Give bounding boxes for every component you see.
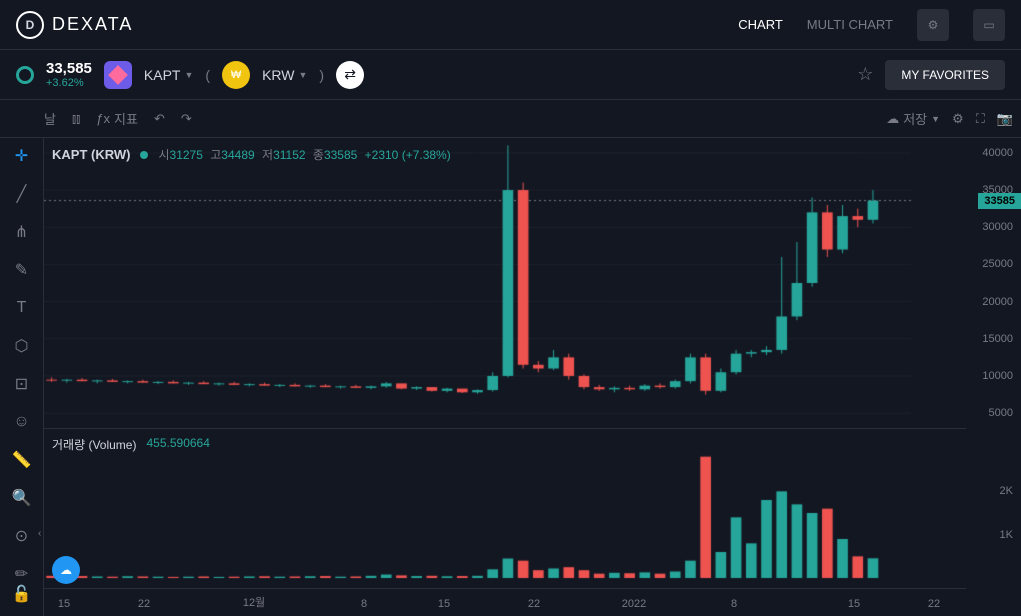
zoom-tool-icon[interactable]: 🔍 — [10, 488, 34, 508]
price-block: 33,585 +3.62% — [46, 60, 92, 89]
indicator-button[interactable]: ƒx지표 — [96, 109, 138, 128]
price-change: +3.62% — [46, 77, 92, 89]
pattern-tool-icon[interactable]: ⬡ — [10, 336, 34, 356]
redo-icon[interactable]: ↷ — [181, 111, 192, 127]
swap-button[interactable]: ⇄ — [336, 61, 364, 89]
logo[interactable]: D DEXATA — [16, 11, 133, 39]
chevron-down-icon: ▼ — [298, 70, 307, 80]
settings-icon[interactable]: ⚙ — [917, 9, 949, 41]
logo-text: DEXATA — [52, 14, 133, 35]
ohlc-display: 시31275 고34489 저31152 종33585 +2310 (+7.38… — [158, 146, 454, 163]
layout-icon[interactable]: ▭ — [973, 9, 1005, 41]
brush-tool-icon[interactable]: ✎ — [10, 260, 34, 280]
volume-value: 455.590664 — [146, 436, 209, 453]
status-dot-icon — [140, 151, 148, 159]
text-tool-icon[interactable]: T — [10, 298, 34, 318]
kapt-token-icon — [104, 61, 132, 89]
ruler-tool-icon[interactable]: 📏 — [10, 450, 34, 470]
price-badge-icon — [16, 66, 34, 84]
x-axis[interactable]: 152212월81522202281522 — [44, 588, 966, 616]
chart-settings-icon[interactable]: ⚙ — [952, 111, 964, 127]
krw-token-icon: ₩ — [222, 61, 250, 89]
price-value: 33,585 — [46, 60, 92, 77]
chevron-down-icon: ▼ — [184, 70, 193, 80]
chart-area[interactable]: KAPT (KRW) 시31275 고34489 저31152 종33585 +… — [44, 138, 1021, 616]
price-y-axis[interactable]: 5000100001500020000250003000035000400003… — [966, 138, 1021, 428]
crosshair-tool-icon[interactable]: ✛ — [10, 146, 34, 166]
price-chart-canvas[interactable] — [44, 138, 966, 428]
save-button[interactable]: ☁ 저장 ▼ — [886, 109, 940, 128]
fib-tool-icon[interactable]: ⋔ — [10, 222, 34, 242]
volume-y-axis[interactable]: 1K2K — [966, 428, 1021, 578]
candle-style-icon[interactable]: ⫾⫾ — [72, 111, 80, 127]
cloud-badge-icon[interactable]: ☁ — [52, 556, 80, 584]
fullscreen-icon[interactable]: ⛶ — [976, 111, 985, 127]
timeframe-day[interactable]: 날 — [44, 109, 56, 128]
collapse-handle-icon[interactable]: ‹ — [38, 528, 41, 539]
trendline-tool-icon[interactable]: ╱ — [10, 184, 34, 204]
camera-icon[interactable]: 📷 — [997, 111, 1013, 127]
base-token-select[interactable]: KAPT▼ — [144, 67, 194, 83]
undo-icon[interactable]: ↶ — [154, 111, 165, 127]
nav-multi-chart[interactable]: MULTI CHART — [807, 17, 893, 32]
favorites-button[interactable]: MY FAVORITES — [885, 60, 1005, 90]
star-icon[interactable]: ☆ — [857, 64, 873, 85]
volume-title: 거래량 (Volume) — [52, 436, 136, 453]
chart-title: KAPT (KRW) — [52, 147, 130, 162]
quote-token-select[interactable]: KRW▼ — [262, 67, 307, 83]
lock-tool-icon[interactable]: 🔓 — [10, 584, 34, 604]
prediction-tool-icon[interactable]: ⊡ — [10, 374, 34, 394]
magnet-tool-icon[interactable]: ⊙ — [10, 526, 34, 546]
emoji-tool-icon[interactable]: ☺ — [10, 412, 34, 432]
drawing-toolbar: ✛ ╱ ⋔ ✎ T ⬡ ⊡ ☺ 📏 🔍 ⊙ ✏ 🔓 — [0, 138, 44, 616]
nav-chart[interactable]: CHART — [738, 17, 783, 32]
logo-icon: D — [16, 11, 44, 39]
draw-mode-icon[interactable]: ✏ — [10, 564, 34, 584]
